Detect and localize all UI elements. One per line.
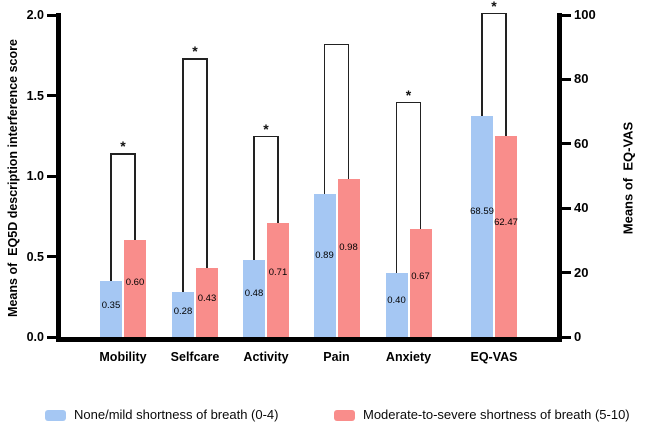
bar-moderate-severe: [196, 267, 218, 337]
legend-swatch-none-mild-icon: [45, 409, 66, 421]
category-label: Anxiety: [385, 350, 432, 364]
left-axis-tick-label: 1.5: [26, 88, 44, 103]
right-axis-tick-label: 40: [574, 200, 589, 216]
significance-bracket-line: [134, 153, 136, 241]
bar-none-mild: [100, 280, 122, 337]
right-axis-tick: [561, 142, 571, 146]
bar-value-label: 0.71: [268, 266, 288, 278]
right-axis-tick-label: 60: [574, 135, 589, 151]
legend-item-moderate-severe: Moderate-to-severe shortness of breath (…: [334, 407, 630, 423]
significance-bracket-line: [395, 101, 422, 104]
significance-bracket-line: [110, 153, 136, 155]
significance-bracket-line: [253, 135, 255, 260]
significance-bracket-line: [481, 13, 507, 15]
category-label: Pain: [323, 350, 350, 364]
bar-moderate-severe: [267, 222, 289, 337]
bar-value-label: 68.59: [470, 206, 494, 218]
right-axis-tick-label: 80: [574, 71, 589, 87]
left-axis-tick-label: 2.0: [26, 8, 44, 22]
category-label: Mobility: [99, 350, 147, 364]
left-axis-tick-label: 0.0: [26, 330, 44, 344]
significance-bracket-line: [110, 153, 112, 281]
significance-bracket-line: [182, 58, 208, 60]
significance-bracket-line: [505, 13, 507, 136]
legend-item-none-mild: None/mild shortness of breath (0-4): [45, 407, 278, 423]
left-axis-tick: [46, 335, 56, 339]
category-label: Selfcare: [170, 350, 220, 364]
bar-value-label: 0.40: [387, 295, 406, 307]
right-axis-title: Means of EQ-VAS: [620, 121, 636, 235]
significance-bracket-line: [277, 135, 279, 223]
bar-value-label: 0.98: [339, 242, 358, 254]
left-axis-tick-label: 1.0: [26, 169, 44, 183]
bar-none-mild: [385, 272, 408, 337]
significance-asterisk: *: [405, 86, 412, 103]
legend-swatch-moderate-severe-icon: [334, 409, 355, 421]
bar-moderate-severe: [124, 240, 146, 337]
legend-label-moderate-severe: Moderate-to-severe shortness of breath (…: [363, 407, 630, 422]
significance-asterisk: *: [192, 43, 198, 60]
right-axis-line: [557, 13, 562, 342]
bar-none-mild: [471, 116, 493, 337]
category-label: EQ-VAS: [470, 350, 518, 364]
bar-none-mild: [313, 193, 336, 337]
significance-bracket-line: [206, 58, 208, 268]
left-axis-tick: [46, 94, 56, 97]
right-axis-tick-label: 0: [574, 329, 582, 344]
bar-value-label: 0.35: [101, 299, 121, 311]
bar-value-label: 0.60: [125, 276, 145, 288]
significance-bracket-line: [347, 43, 350, 180]
left-axis-line: [56, 13, 61, 342]
significance-asterisk: *: [120, 138, 126, 155]
left-axis-tick: [46, 255, 56, 258]
significance-bracket-line: [253, 135, 279, 137]
bar-value-label: 0.89: [315, 250, 334, 262]
right-axis-tick-label: 20: [574, 264, 589, 280]
significance-bracket-line: [182, 58, 184, 292]
bar-none-mild: [172, 291, 194, 337]
right-axis-tick: [561, 335, 571, 339]
right-axis-tick: [561, 271, 571, 275]
bar-moderate-severe: [337, 179, 360, 337]
bar-value-label: 0.48: [244, 287, 264, 299]
significance-bracket-line: [481, 13, 483, 117]
left-axis-tick: [46, 13, 56, 17]
bar-value-label: 62.47: [494, 217, 518, 229]
bar-none-mild: [243, 259, 265, 337]
significance-asterisk: *: [263, 120, 269, 137]
category-label: Activity: [243, 350, 289, 364]
bottom-axis-line: [56, 337, 562, 342]
right-axis-tick: [561, 77, 571, 81]
legend-label-none-mild: None/mild shortness of breath (0-4): [74, 407, 279, 422]
bar-value-label: 0.43: [197, 292, 217, 304]
right-axis-tick: [561, 13, 571, 17]
left-axis-title: Means of EQ5D description interference s…: [6, 39, 20, 317]
significance-bracket-line: [323, 43, 350, 46]
bar-moderate-severe: [495, 135, 517, 337]
significance-bracket-line: [323, 43, 326, 194]
significance-bracket-line: [419, 101, 422, 230]
left-axis-tick: [46, 174, 56, 178]
bar-value-label: 0.28: [173, 306, 193, 318]
right-axis-tick: [561, 206, 571, 210]
bar-value-label: 0.67: [411, 270, 430, 282]
significance-asterisk: *: [491, 0, 497, 15]
bar-moderate-severe: [409, 229, 432, 337]
left-axis-tick-label: 0.5: [26, 249, 44, 264]
right-axis-tick-label: 100: [574, 7, 596, 22]
significance-bracket-line: [395, 101, 398, 273]
